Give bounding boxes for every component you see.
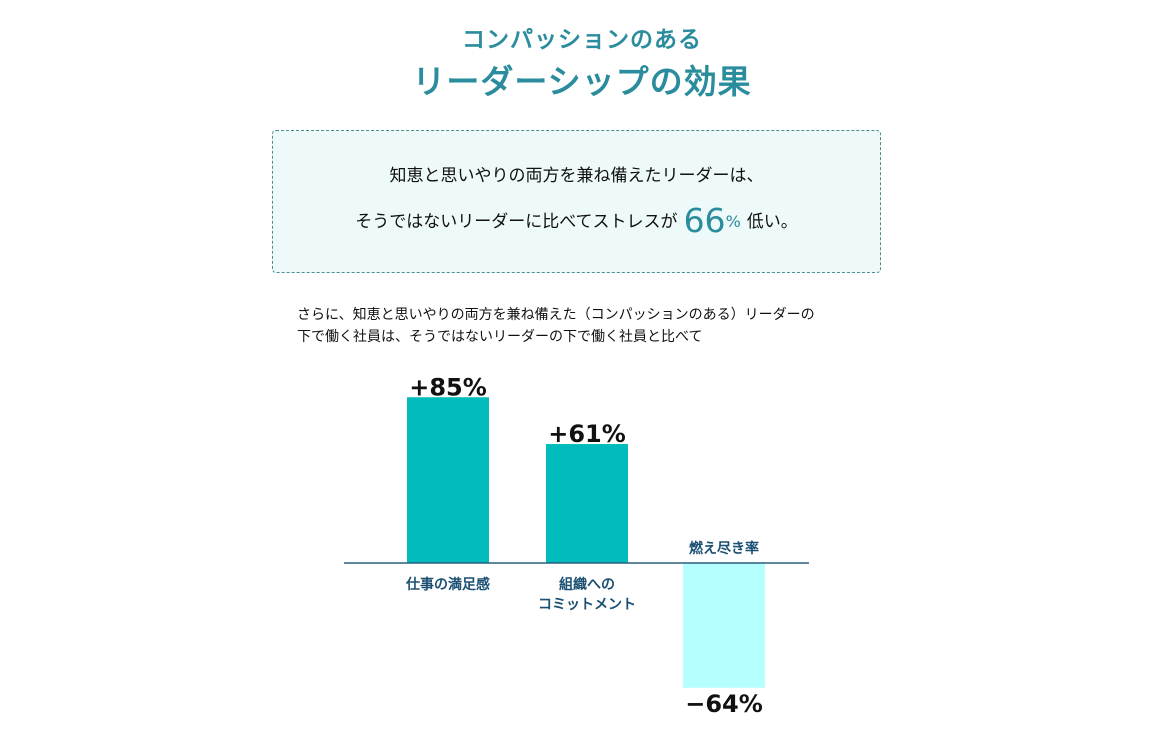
bar-1 xyxy=(407,397,489,563)
category-label-2-line-2: コミットメント xyxy=(538,597,636,613)
highlight-callout-box: 知恵と思いやりの両方を兼ね備えたリーダーは、 そうではないリーダーに比べてストレ… xyxy=(272,130,881,273)
bar-2 xyxy=(546,444,628,563)
chart-title-line1: コンパッションのある xyxy=(462,27,702,53)
category-label-2-line-1: 組織への xyxy=(559,576,615,593)
callout-text-before: そうではないリーダーに比べてストレスが xyxy=(355,212,678,232)
callout-text-line2: そうではないリーダーに比べてストレスが 66% 低い。 xyxy=(273,201,880,240)
note-line2: 下で働く社員は、そうではないリーダーの下で働く社員と比べて xyxy=(297,329,703,345)
chart-title-line2: リーダーシップの効果 xyxy=(412,62,752,101)
note-line1: さらに、知恵と思いやりの両方を兼ね備えた（コンパッションのある）リーダーの xyxy=(297,307,815,323)
callout-stress-value: 66 xyxy=(683,201,726,240)
callout-stress-unit: % xyxy=(725,212,741,231)
callout-text-line1: 知恵と思いやりの両方を兼ね備えたリーダーは、 xyxy=(389,166,764,186)
bar-3 xyxy=(683,563,765,688)
bar-value-label-2: +61% xyxy=(548,420,626,448)
bar-value-label-1: +85% xyxy=(409,373,487,401)
chart-intro-note: さらに、知恵と思いやりの両方を兼ね備えた（コンパッションのある）リーダーの 下で… xyxy=(297,304,897,348)
category-label-3-line-1: 燃え尽き率 xyxy=(689,540,759,557)
callout-text-after: 低い。 xyxy=(746,212,798,232)
category-label-1-line-1: 仕事の満足感 xyxy=(405,576,490,593)
bar-value-label-3: −64% xyxy=(685,690,763,718)
